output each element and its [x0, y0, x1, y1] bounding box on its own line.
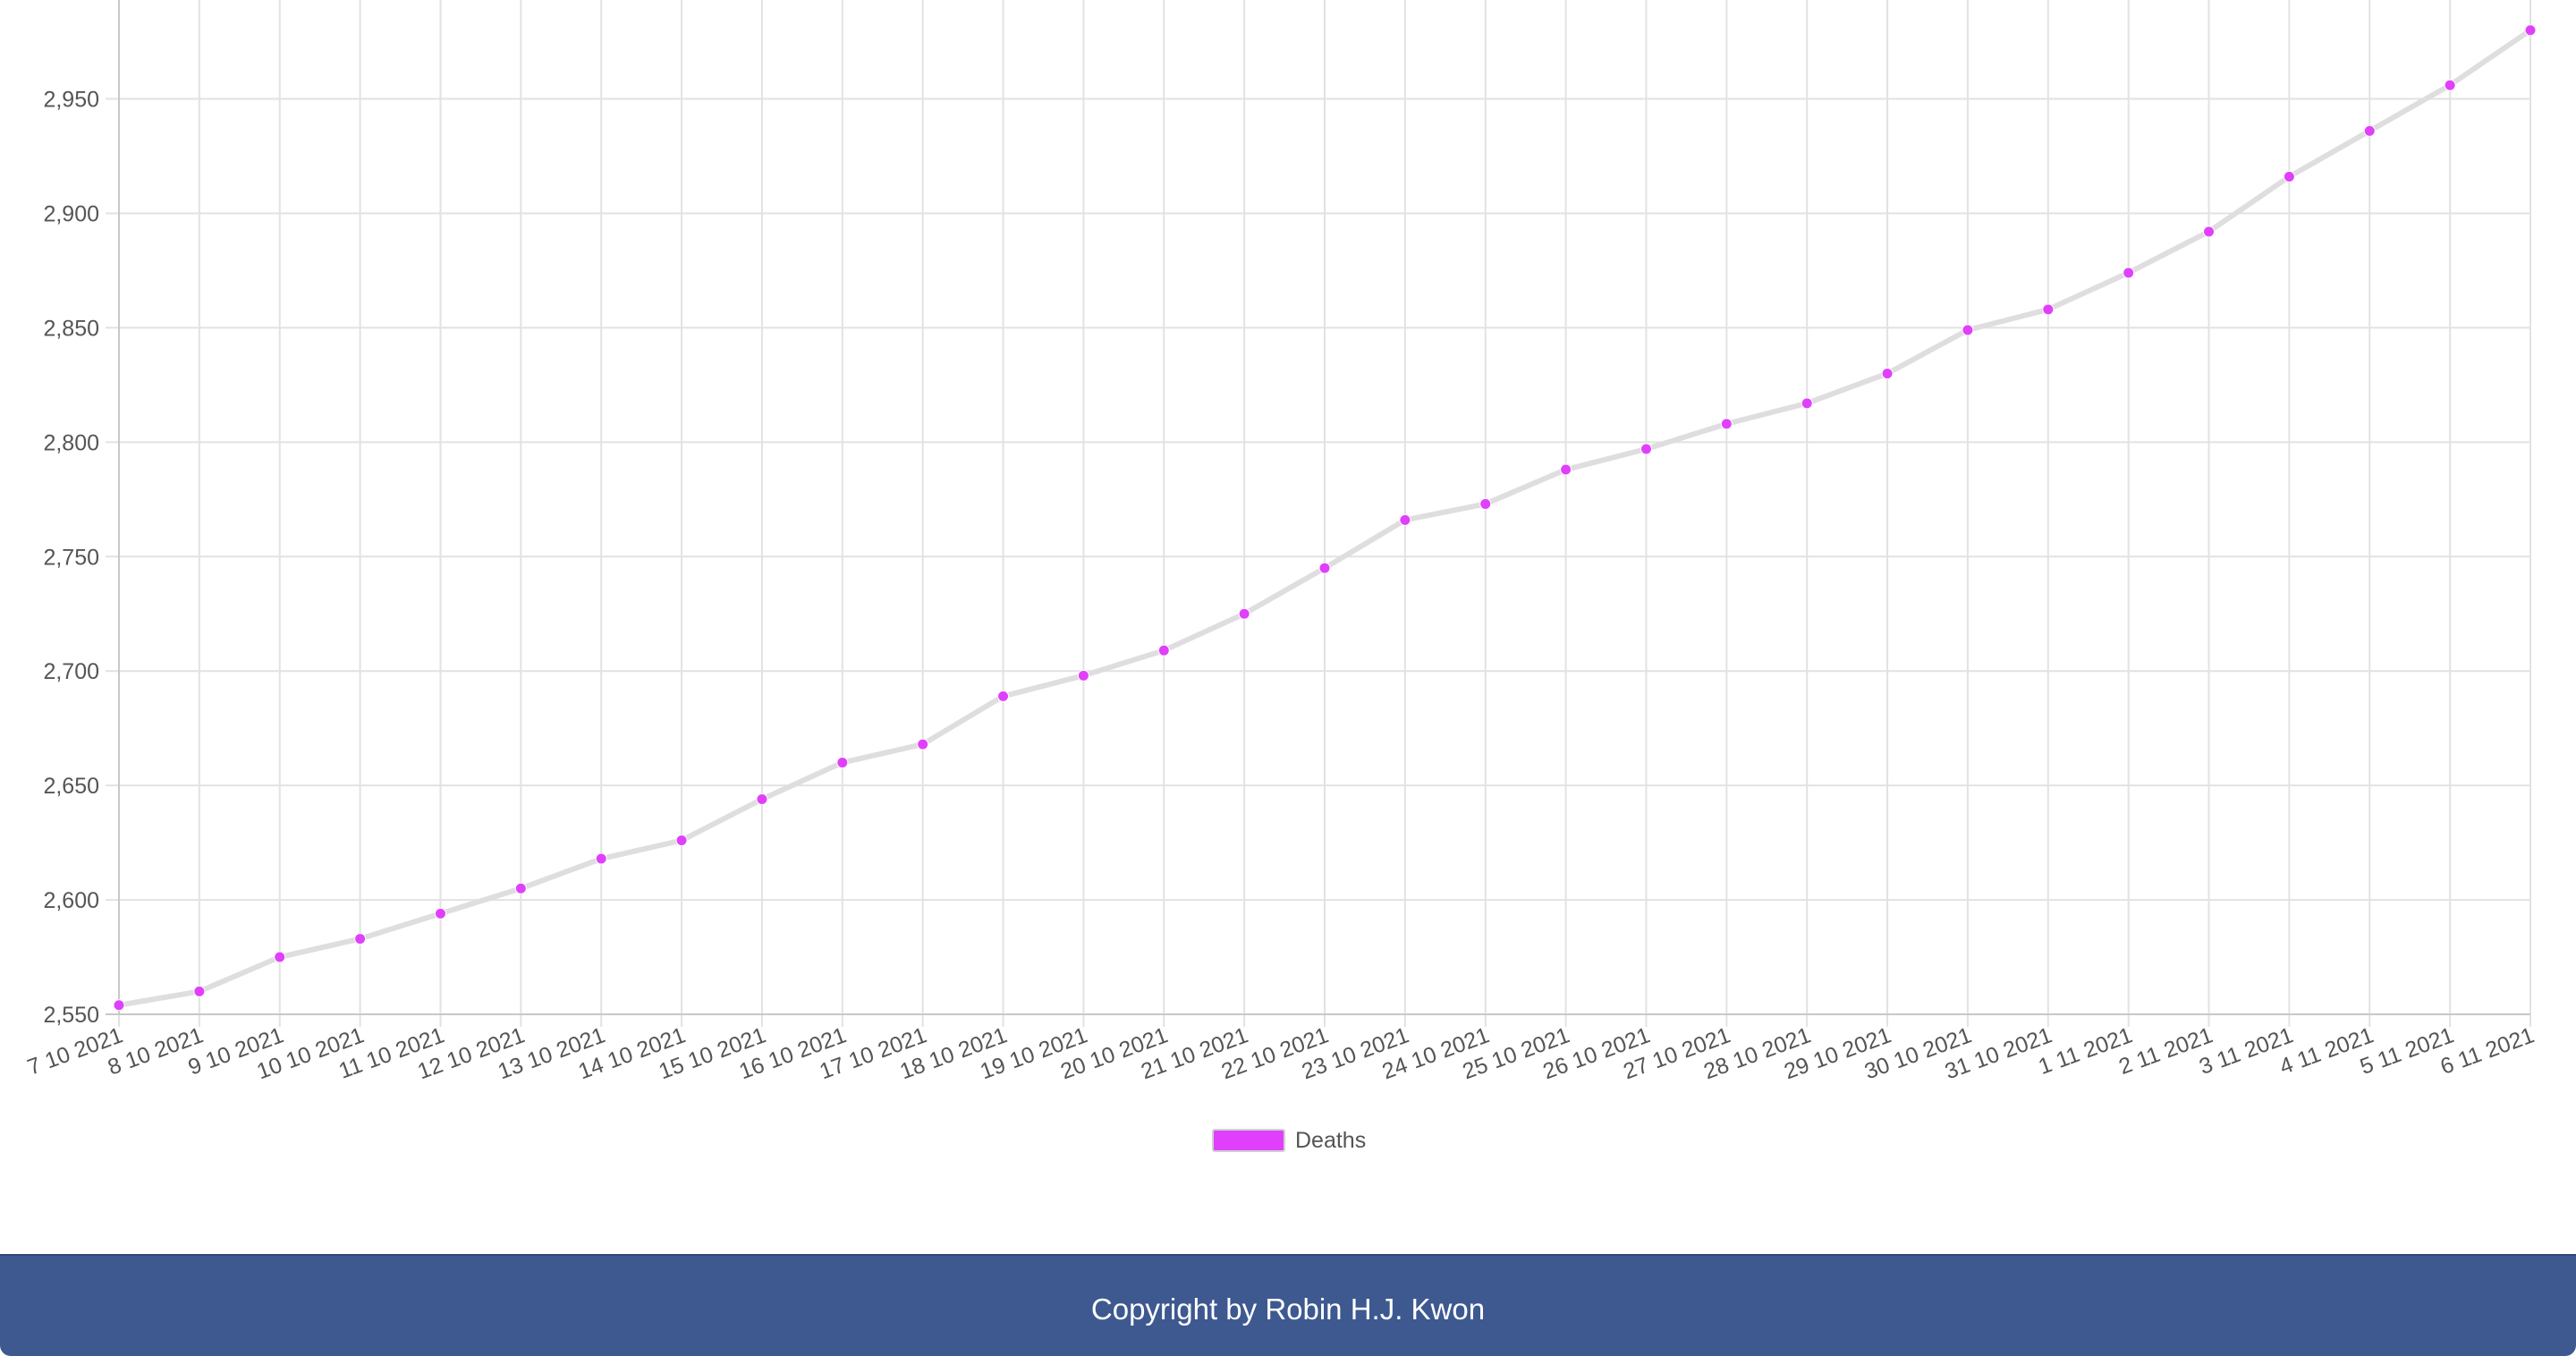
data-point[interactable]: [675, 835, 688, 847]
data-point[interactable]: [1157, 644, 1170, 657]
y-tick-label: 2,750: [43, 545, 99, 570]
x-tick-label: 6 11 2021: [2437, 1022, 2538, 1080]
footer: Copyright by Robin H.J. Kwon: [0, 1254, 2576, 1356]
y-tick-label: 2,900: [43, 201, 99, 226]
legend-label-deaths[interactable]: Deaths: [1295, 1128, 1366, 1153]
y-tick-label: 2,600: [43, 888, 99, 913]
data-point[interactable]: [1881, 368, 1894, 380]
series-points: [113, 24, 2537, 1012]
data-point[interactable]: [1479, 497, 1492, 510]
data-point[interactable]: [1238, 607, 1250, 620]
data-point[interactable]: [2042, 303, 2055, 316]
copyright-text: Copyright by Robin H.J. Kwon: [1090, 1292, 1486, 1326]
data-point[interactable]: [2444, 79, 2456, 91]
chart-area: 2,550 2,600 2,650 2,700 2,750 2,800 2,850 2,900…: [24, 0, 2538, 1153]
data-point[interactable]: [2363, 124, 2376, 137]
data-point[interactable]: [1318, 562, 1331, 574]
data-point[interactable]: [1399, 513, 1411, 526]
data-point[interactable]: [756, 792, 768, 805]
data-point[interactable]: [917, 738, 929, 750]
y-tick-label: 2,650: [43, 774, 99, 799]
data-point[interactable]: [274, 951, 286, 963]
data-point[interactable]: [1962, 324, 1974, 336]
data-point[interactable]: [1801, 397, 1813, 410]
grid: [106, 0, 2531, 1027]
legend[interactable]: Deaths: [1212, 1128, 1366, 1153]
y-tick-label: 2,950: [43, 88, 99, 113]
data-point[interactable]: [1560, 463, 1572, 476]
data-point[interactable]: [514, 882, 527, 894]
data-point[interactable]: [193, 985, 206, 997]
data-point[interactable]: [1720, 418, 1733, 430]
y-tick-label: 2,850: [43, 316, 99, 341]
data-point[interactable]: [2203, 225, 2216, 238]
data-point[interactable]: [354, 933, 367, 945]
data-point[interactable]: [1077, 669, 1089, 682]
y-tick-label: 2,550: [43, 1003, 99, 1028]
data-point[interactable]: [595, 852, 607, 865]
data-point[interactable]: [2524, 24, 2537, 37]
y-tick-label: 2,800: [43, 430, 99, 455]
y-tick-labels: 2,550 2,600 2,650 2,700 2,750 2,800 2,850 2,900…: [43, 88, 99, 1028]
data-point[interactable]: [997, 690, 1010, 702]
axes: [106, 0, 2530, 1015]
data-point[interactable]: [836, 757, 849, 769]
data-point[interactable]: [113, 999, 125, 1012]
y-tick-label: 2,700: [43, 659, 99, 684]
data-point[interactable]: [2283, 171, 2295, 183]
data-point[interactable]: [1640, 443, 1652, 455]
legend-swatch-deaths[interactable]: [1212, 1129, 1285, 1152]
data-point[interactable]: [2123, 267, 2135, 279]
data-point[interactable]: [434, 907, 446, 920]
deaths-line-chart: 2,550 2,600 2,650 2,700 2,750 2,800 2,850 2,900…: [24, 0, 2538, 1153]
